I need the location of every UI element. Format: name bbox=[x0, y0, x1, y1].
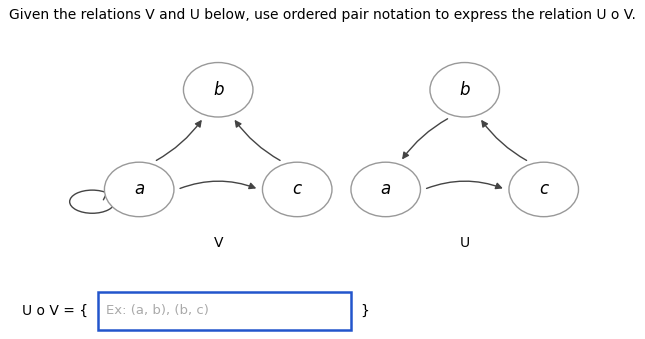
Text: c: c bbox=[293, 180, 302, 198]
Text: V: V bbox=[213, 236, 223, 250]
FancyBboxPatch shape bbox=[98, 292, 351, 330]
Text: Given the relations V and U below, use ordered pair notation to express the rela: Given the relations V and U below, use o… bbox=[9, 8, 636, 22]
Ellipse shape bbox=[104, 162, 174, 217]
Ellipse shape bbox=[509, 162, 579, 217]
Text: }: } bbox=[361, 304, 370, 318]
Text: U o V = {: U o V = { bbox=[22, 304, 88, 318]
Text: b: b bbox=[459, 81, 470, 99]
Ellipse shape bbox=[430, 62, 499, 117]
Text: c: c bbox=[539, 180, 548, 198]
Ellipse shape bbox=[263, 162, 332, 217]
Text: a: a bbox=[134, 180, 144, 198]
Text: U: U bbox=[460, 236, 470, 250]
Text: b: b bbox=[213, 81, 223, 99]
Ellipse shape bbox=[183, 62, 253, 117]
Ellipse shape bbox=[351, 162, 421, 217]
Text: a: a bbox=[381, 180, 391, 198]
Text: Ex: (a, b), (b, c): Ex: (a, b), (b, c) bbox=[106, 304, 208, 317]
